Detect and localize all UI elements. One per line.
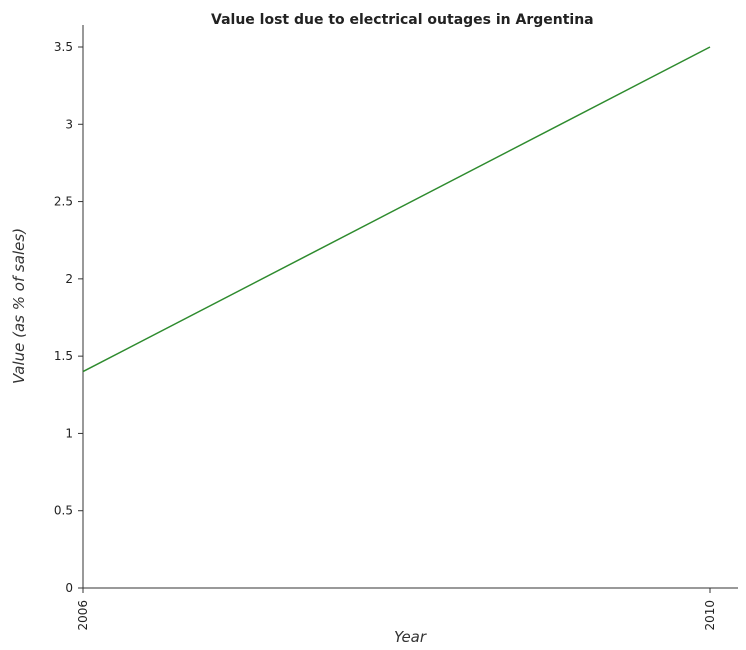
chart-title: Value lost due to electrical outages in …: [211, 12, 594, 28]
y-axis-ticks: 0 0.5 1 1.5 2 2.5 3 3.5: [54, 40, 83, 595]
y-tick-label: 3: [65, 117, 73, 131]
series-group: [82, 46, 711, 373]
x-tick-label: 2006: [76, 600, 90, 631]
y-tick-label: 1: [65, 426, 73, 440]
y-tick-label: 0: [65, 581, 73, 595]
x-axis-label: Year: [394, 628, 427, 646]
y-tick-label: 2: [65, 272, 73, 286]
series-line: [82, 46, 711, 373]
y-tick-label: 0.5: [54, 504, 73, 518]
y-tick-label: 2.5: [54, 195, 73, 209]
x-axis-ticks: 2006 2010: [76, 588, 717, 631]
y-tick-label: 1.5: [54, 349, 73, 363]
y-axis-label: Value (as % of sales): [10, 228, 28, 384]
y-tick-label: 3.5: [54, 40, 73, 54]
x-tick-label: 2010: [703, 600, 717, 631]
